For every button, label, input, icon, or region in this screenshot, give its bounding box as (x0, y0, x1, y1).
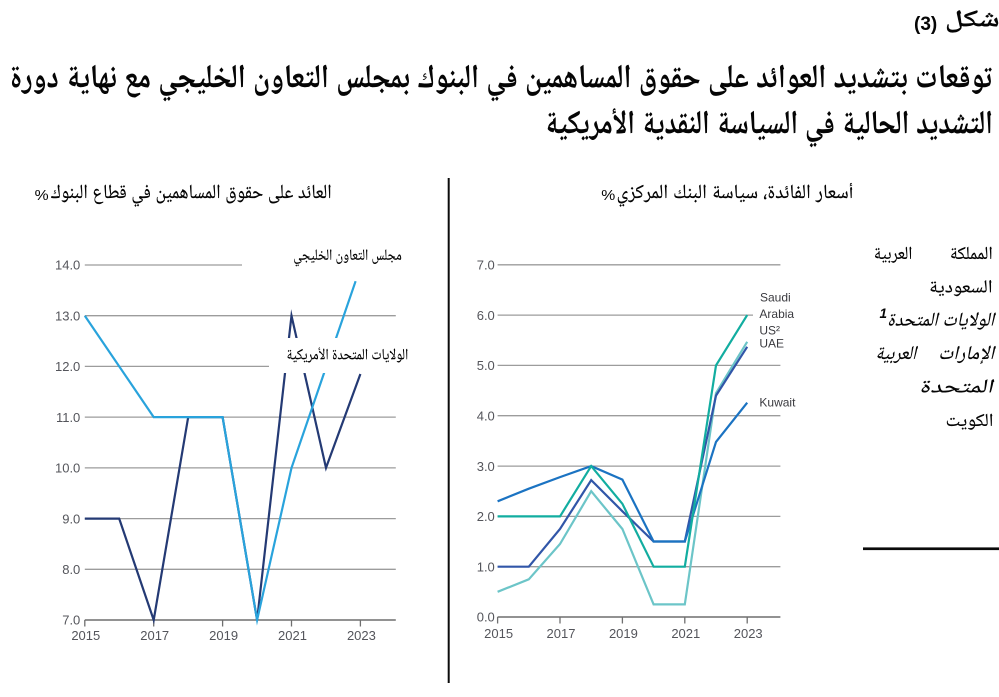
svg-text:2019: 2019 (209, 628, 238, 643)
svg-text:2017: 2017 (140, 628, 169, 643)
svg-text:2.0: 2.0 (477, 509, 495, 524)
svg-text:5.0: 5.0 (477, 358, 495, 373)
svg-text:1: 1 (880, 306, 888, 321)
svg-text:13.0: 13.0 (55, 308, 80, 323)
svg-text:0.0: 0.0 (477, 610, 495, 625)
svg-text:11.0: 11.0 (56, 410, 80, 425)
svg-text:2021: 2021 (278, 628, 307, 643)
svg-text:Kuwait: Kuwait (759, 395, 796, 409)
svg-text:Saudi: Saudi (760, 291, 791, 305)
svg-text:Arabia: Arabia (759, 307, 794, 321)
svg-text:6.0: 6.0 (477, 308, 495, 323)
svg-text:2023: 2023 (347, 628, 376, 643)
svg-text:10.0: 10.0 (55, 461, 80, 476)
svg-text:14.0: 14.0 (55, 258, 80, 273)
svg-text:%: % (35, 187, 49, 204)
svg-text:7.0: 7.0 (62, 613, 80, 628)
svg-text:2023: 2023 (734, 626, 763, 641)
svg-text:8.0: 8.0 (62, 562, 80, 577)
svg-text:7.0: 7.0 (477, 258, 495, 273)
svg-text:3.0: 3.0 (477, 459, 495, 474)
svg-text:2015: 2015 (71, 628, 100, 643)
svg-text:2017: 2017 (547, 626, 576, 641)
svg-text:1.0: 1.0 (477, 559, 495, 574)
svg-text:2019: 2019 (609, 626, 638, 641)
svg-text:%: % (601, 187, 615, 204)
svg-text:9.0: 9.0 (62, 511, 80, 526)
svg-text:(3): (3) (914, 14, 937, 35)
svg-text:4.0: 4.0 (477, 408, 495, 423)
svg-text:12.0: 12.0 (55, 359, 80, 374)
svg-text:2021: 2021 (671, 626, 700, 641)
svg-text:2015: 2015 (484, 626, 513, 641)
svg-text:US²: US² (759, 324, 780, 338)
svg-text:UAE: UAE (759, 337, 784, 351)
